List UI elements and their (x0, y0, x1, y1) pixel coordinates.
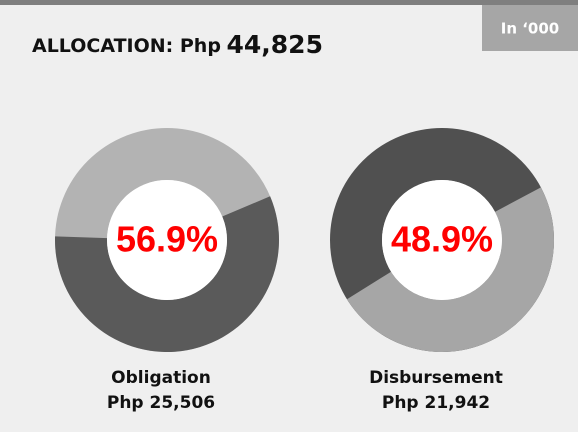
top-rule (0, 0, 578, 5)
unit-badge (482, 5, 578, 51)
value-label: 56.9% (116, 219, 218, 260)
title-prefix: ALLOCATION: Php (32, 35, 221, 57)
donut-amount: Php 21,942 (382, 393, 490, 413)
title: ALLOCATION: Php 44,825 (32, 30, 323, 59)
donut-hole (107, 180, 227, 300)
donut-segment (346, 187, 555, 353)
value-label: 48.9% (391, 219, 493, 260)
unit-note: In ‘000 (501, 20, 560, 38)
donut-amount: Php 25,506 (107, 393, 215, 413)
donut-hole (382, 180, 502, 300)
title-amount: 44,825 (227, 30, 323, 59)
donut-segment (55, 196, 280, 352)
donut-label: Obligation (111, 368, 211, 388)
donut-label: Disbursement (369, 368, 503, 388)
